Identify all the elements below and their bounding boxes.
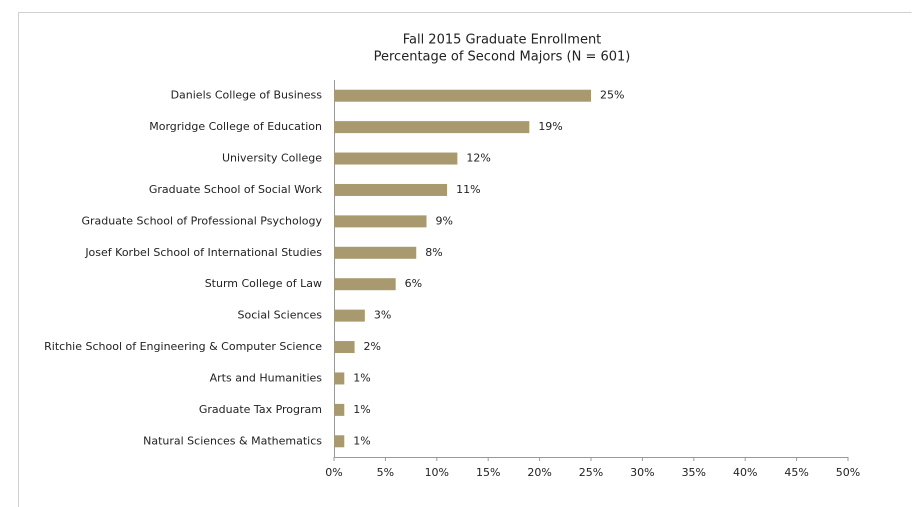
y-tick-label: Graduate School of Professional Psycholo… [82,214,323,227]
data-label: 3% [374,309,391,322]
y-tick-label: Josef Korbel School of International Stu… [84,246,322,259]
x-tick-label: 40% [733,466,757,479]
bar [334,246,417,259]
data-label: 1% [353,434,370,447]
data-label: 1% [353,403,370,416]
data-label: 19% [538,120,562,133]
x-tick-label: 25% [579,466,603,479]
x-tick-label: 50% [836,466,860,479]
data-label: 12% [466,152,490,165]
y-tick-label: Social Sciences [238,309,323,322]
x-tick-label: 5% [377,466,394,479]
y-tick-label: Graduate School of Social Work [149,183,323,196]
x-tick-label: 45% [784,466,808,479]
bar [334,121,530,134]
x-tick-label: 35% [682,466,706,479]
x-tick-label: 15% [476,466,500,479]
data-label: 2% [364,340,381,353]
y-tick-label: Morgridge College of Education [149,120,322,133]
bar [334,215,427,228]
y-tick-label: University College [222,152,322,165]
y-tick-label: Sturm College of Law [205,277,322,290]
data-label: 1% [353,371,370,384]
data-label: 11% [456,183,480,196]
y-tick-label: Natural Sciences & Mathematics [143,434,322,447]
y-tick-label: Graduate Tax Program [199,403,322,416]
x-tick-label: 0% [325,466,342,479]
data-label: 8% [425,246,442,259]
chart-subtitle: Percentage of Second Majors (N = 601) [374,50,631,65]
data-label: 9% [436,214,453,227]
x-tick-label: 20% [527,466,551,479]
chart-border [18,12,912,507]
bar [334,341,355,354]
x-tick-label: 10% [425,466,449,479]
bar [334,278,396,291]
bar [334,309,365,322]
bar [334,89,591,102]
bar [334,372,345,385]
bar [334,183,448,196]
chart-title: Fall 2015 Graduate Enrollment [403,33,602,48]
bar [334,403,345,416]
bar [334,152,458,165]
bar [334,435,345,448]
data-label: 6% [405,277,422,290]
x-tick-label: 30% [630,466,654,479]
y-tick-label: Ritchie School of Engineering & Computer… [44,340,322,353]
y-tick-label: Arts and Humanities [210,371,323,384]
data-label: 25% [600,89,624,102]
y-tick-label: Daniels College of Business [171,89,323,102]
